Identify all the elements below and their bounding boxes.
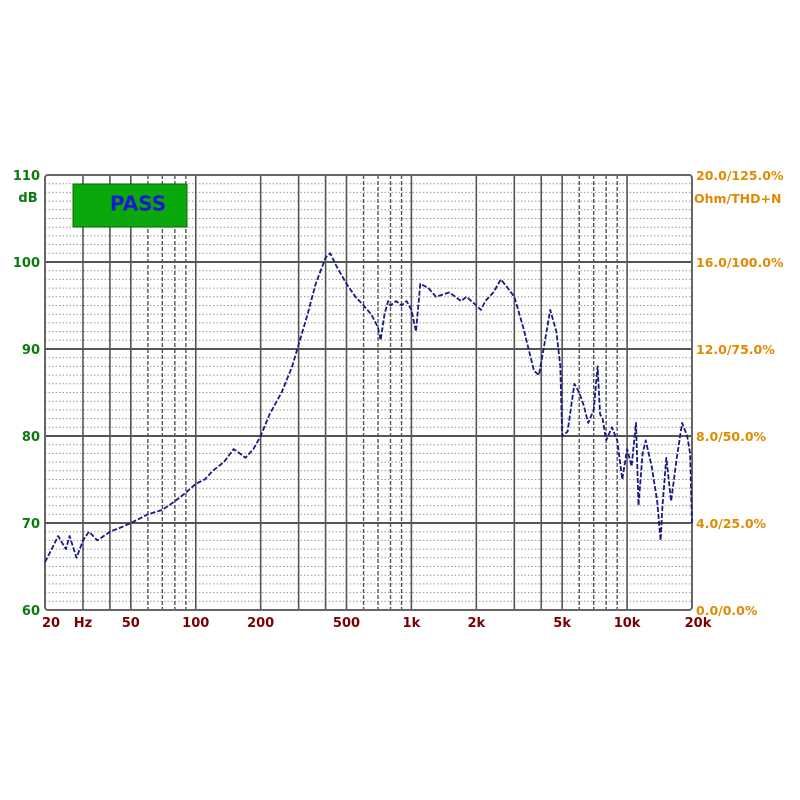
x-axis-tick-label: 5k: [553, 616, 571, 631]
left-axis-tick-label: 60: [22, 604, 40, 619]
pass-badge-label: PASS: [110, 192, 166, 216]
x-axis-tick-label: Hz: [74, 616, 92, 631]
x-axis-tick-label: 20: [42, 616, 60, 631]
x-axis-tick-label: 50: [122, 616, 140, 631]
x-axis-tick-label: 10k: [614, 616, 641, 631]
right-axis-tick-label: 4.0/25.0%: [696, 516, 767, 531]
right-axis-tick-label: 20.0/125.0%: [696, 168, 784, 183]
right-axis-tick-label: 16.0/100.0%: [696, 255, 784, 270]
right-axis-unit: Ohm/THD+N: [694, 191, 781, 206]
right-axis-tick-label: 8.0/50.0%: [696, 429, 767, 444]
left-axis-unit: dB: [18, 191, 37, 206]
left-axis-tick-label: 70: [22, 517, 40, 532]
left-axis-tick-label: 100: [13, 256, 40, 271]
pass-badge: PASS: [72, 183, 188, 228]
left-axis-db-labels: 110 100 90 80 70 60: [13, 169, 40, 619]
right-axis-tick-label: 0.0/0.0%: [696, 603, 758, 618]
x-axis-tick-label: 100: [182, 616, 209, 631]
left-axis-tick-label: 90: [22, 343, 40, 358]
left-axis-tick-label: 110: [13, 169, 40, 184]
plot-frame: [44, 174, 693, 611]
right-axis-tick-label: 12.0/75.0%: [696, 342, 775, 357]
pass-badge-background: [72, 183, 188, 228]
minor-gridlines: [45, 183, 692, 602]
x-axis-tick-label: 500: [333, 616, 360, 631]
frequency-gridlines: [82, 175, 628, 610]
left-axis-tick-label: 80: [22, 430, 40, 445]
right-axis-impedance-thd-labels: 20.0/125.0% 16.0/100.0% 12.0/75.0% 8.0/50.0…: [696, 168, 784, 618]
x-axis-frequency-labels: 20 Hz 50 100 200 500 1k 2k 5k 10k 20k: [42, 616, 712, 631]
x-axis-tick-label: 20k: [685, 616, 712, 631]
x-axis-tick-label: 1k: [403, 616, 421, 631]
x-axis-tick-label: 2k: [467, 616, 485, 631]
frequency-response-curve: [44, 252, 693, 563]
x-axis-tick-label: 200: [247, 616, 274, 631]
db-gridlines: [45, 261, 692, 524]
